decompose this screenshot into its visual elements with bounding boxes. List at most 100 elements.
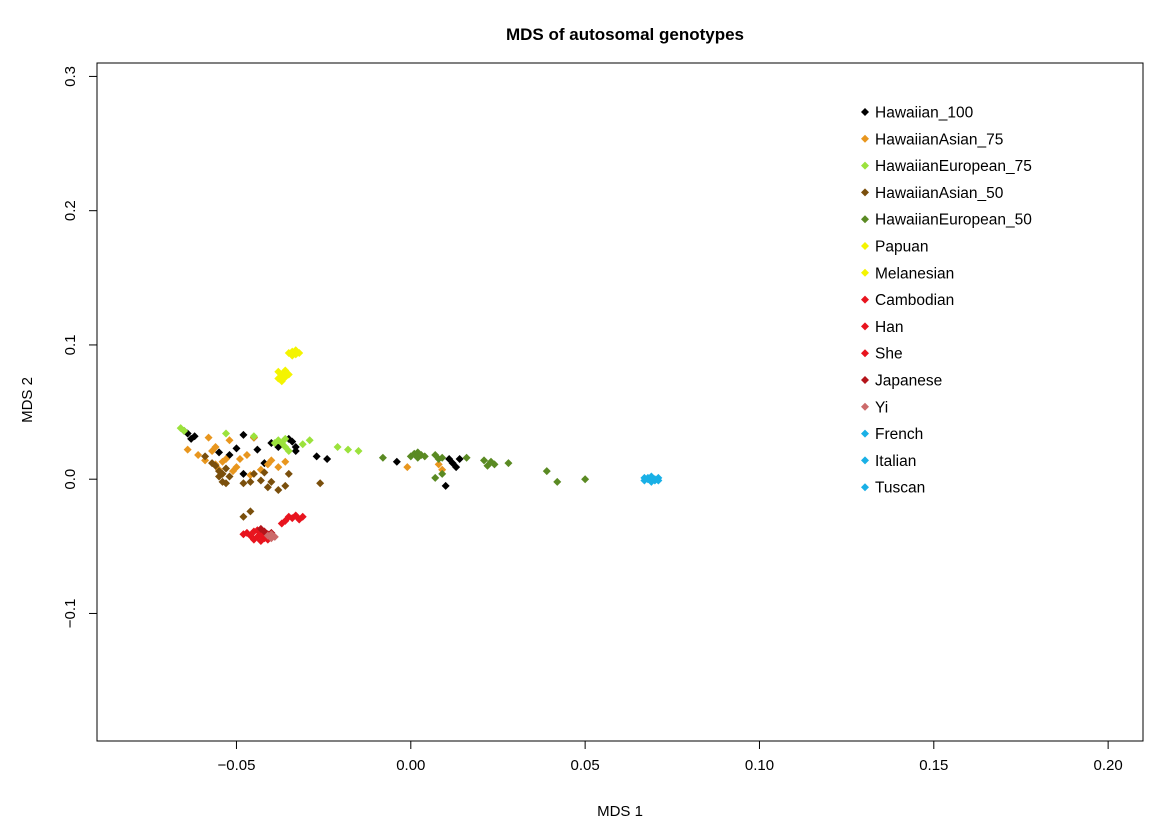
legend-item: Cambodian: [861, 292, 954, 309]
legend-item: Tuscan: [861, 480, 925, 497]
data-point: [288, 437, 297, 446]
x-axis: −0.05 0.00 0.05 0.10 0.15 0.20: [217, 741, 1123, 774]
data-point: [291, 346, 300, 355]
data-point: [225, 436, 234, 445]
series-hawaiianeuropean-75: [176, 424, 363, 456]
legend-label: HawaiianAsian_50: [875, 185, 1004, 202]
data-point: [222, 479, 231, 488]
legend-label: Han: [875, 319, 903, 336]
data-point: [462, 453, 471, 462]
legend-marker: [861, 483, 869, 492]
legend-marker: [861, 402, 869, 411]
series-hawaiianeuropean-50: [378, 448, 590, 486]
data-point: [480, 456, 489, 465]
data-point: [239, 430, 248, 439]
legend: Hawaiian_100 HawaiianAsian_75 HawaiianEuro…: [861, 105, 1032, 497]
legend-marker: [861, 295, 869, 304]
data-point: [452, 463, 461, 472]
data-point: [316, 479, 325, 488]
data-point: [298, 512, 307, 521]
data-point: [249, 432, 258, 441]
legend-item: Melanesian: [861, 265, 954, 282]
legend-item: HawaiianEuropean_50: [861, 212, 1032, 229]
legend-item: Yi: [861, 399, 888, 416]
y-tick-label: 0.3: [62, 66, 79, 87]
data-point: [260, 468, 269, 477]
y-tick-label: 0.1: [62, 335, 79, 356]
data-point: [274, 485, 283, 494]
legend-item: She: [861, 346, 903, 363]
data-point: [232, 463, 241, 472]
data-point: [246, 477, 255, 486]
x-tick-label: 0.00: [396, 757, 425, 774]
data-point: [441, 481, 450, 490]
data-points: [176, 346, 663, 545]
data-point: [392, 457, 401, 466]
series-hawaiianasian-75: [183, 433, 447, 480]
data-point: [256, 536, 265, 545]
legend-item: Papuan: [861, 239, 928, 256]
data-point: [201, 456, 210, 465]
data-point: [291, 447, 300, 456]
data-point: [239, 469, 248, 478]
data-point: [246, 507, 255, 516]
data-point: [504, 459, 513, 468]
x-tick-label: 0.05: [571, 757, 600, 774]
y-tick-label: −0.1: [62, 599, 79, 629]
data-point: [267, 534, 276, 543]
series-yi: [263, 530, 279, 543]
legend-item: Han: [861, 319, 903, 336]
data-point: [581, 475, 590, 484]
data-point: [194, 451, 203, 460]
data-point: [249, 535, 258, 544]
series-hawaiianasian-50: [201, 452, 325, 521]
data-point: [222, 455, 231, 464]
y-axis-label: MDS 2: [19, 377, 36, 423]
legend-item: HawaiianAsian_75: [861, 131, 1003, 148]
data-point: [201, 452, 210, 461]
data-point: [242, 451, 251, 460]
data-point: [354, 447, 363, 456]
plot-frame: [96, 62, 1144, 742]
data-point: [333, 442, 342, 451]
data-point: [284, 447, 293, 456]
data-point: [420, 452, 429, 461]
chart-title: MDS of autosomal genotypes: [506, 25, 744, 44]
legend-item: HawaiianAsian_50: [861, 185, 1004, 202]
data-point: [215, 448, 224, 457]
data-point: [640, 473, 649, 482]
legend-marker: [861, 456, 869, 465]
data-point: [281, 434, 290, 443]
data-point: [344, 445, 353, 454]
legend-marker: [861, 215, 869, 224]
legend-item: Hawaiian_100: [861, 105, 974, 122]
data-point: [274, 463, 283, 472]
legend-item: HawaiianEuropean_75: [861, 158, 1032, 175]
legend-marker: [861, 108, 869, 116]
data-point: [267, 456, 276, 465]
data-point: [288, 351, 297, 360]
data-point: [438, 465, 447, 474]
legend-label: HawaiianAsian_75: [875, 131, 1003, 148]
data-point: [298, 440, 307, 449]
legend-marker: [861, 429, 869, 438]
data-point: [281, 481, 290, 490]
data-point: [204, 433, 213, 442]
legend-label: Hawaiian_100: [875, 105, 974, 122]
legend-marker: [861, 188, 869, 197]
data-point: [256, 476, 265, 485]
data-point: [553, 477, 562, 486]
legend-label: Melanesian: [875, 265, 954, 282]
data-point: [312, 452, 321, 461]
legend-label: Tuscan: [875, 480, 925, 497]
legend-marker: [861, 134, 869, 143]
data-point: [291, 442, 300, 451]
legend-item: French: [861, 426, 923, 443]
x-tick-label: −0.05: [217, 757, 255, 774]
data-point: [455, 455, 464, 464]
legend-label: Cambodian: [875, 292, 954, 309]
data-point: [284, 370, 293, 379]
legend-marker: [861, 268, 869, 277]
data-point: [323, 455, 332, 464]
